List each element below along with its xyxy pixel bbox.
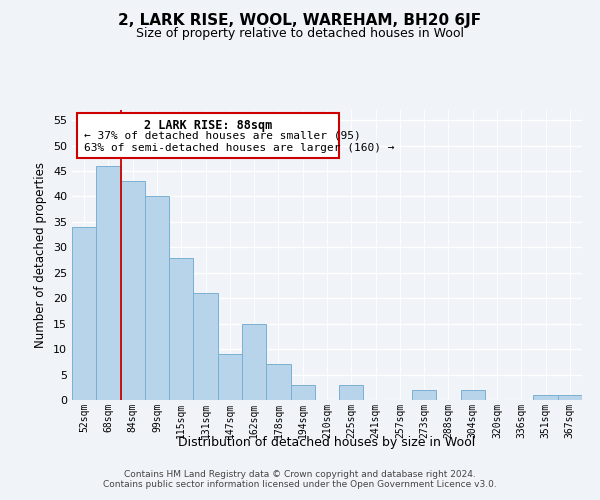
Text: Size of property relative to detached houses in Wool: Size of property relative to detached ho… xyxy=(136,28,464,40)
Bar xyxy=(218,354,242,400)
Text: 63% of semi-detached houses are larger (160) →: 63% of semi-detached houses are larger (… xyxy=(84,143,395,153)
Bar xyxy=(339,384,364,400)
Bar xyxy=(96,166,121,400)
Bar xyxy=(461,390,485,400)
Text: Contains public sector information licensed under the Open Government Licence v3: Contains public sector information licen… xyxy=(103,480,497,489)
Bar xyxy=(242,324,266,400)
Bar xyxy=(121,181,145,400)
Text: 2, LARK RISE, WOOL, WAREHAM, BH20 6JF: 2, LARK RISE, WOOL, WAREHAM, BH20 6JF xyxy=(118,12,482,28)
Bar xyxy=(266,364,290,400)
Bar xyxy=(533,395,558,400)
Bar xyxy=(412,390,436,400)
Bar xyxy=(169,258,193,400)
Text: ← 37% of detached houses are smaller (95): ← 37% of detached houses are smaller (95… xyxy=(84,130,361,140)
Bar xyxy=(558,395,582,400)
Bar xyxy=(290,384,315,400)
Text: Contains HM Land Registry data © Crown copyright and database right 2024.: Contains HM Land Registry data © Crown c… xyxy=(124,470,476,479)
Bar xyxy=(193,293,218,400)
Y-axis label: Number of detached properties: Number of detached properties xyxy=(34,162,47,348)
Text: Distribution of detached houses by size in Wool: Distribution of detached houses by size … xyxy=(178,436,476,449)
FancyBboxPatch shape xyxy=(77,112,339,158)
Text: 2 LARK RISE: 88sqm: 2 LARK RISE: 88sqm xyxy=(144,119,272,132)
Bar xyxy=(145,196,169,400)
Bar xyxy=(72,227,96,400)
